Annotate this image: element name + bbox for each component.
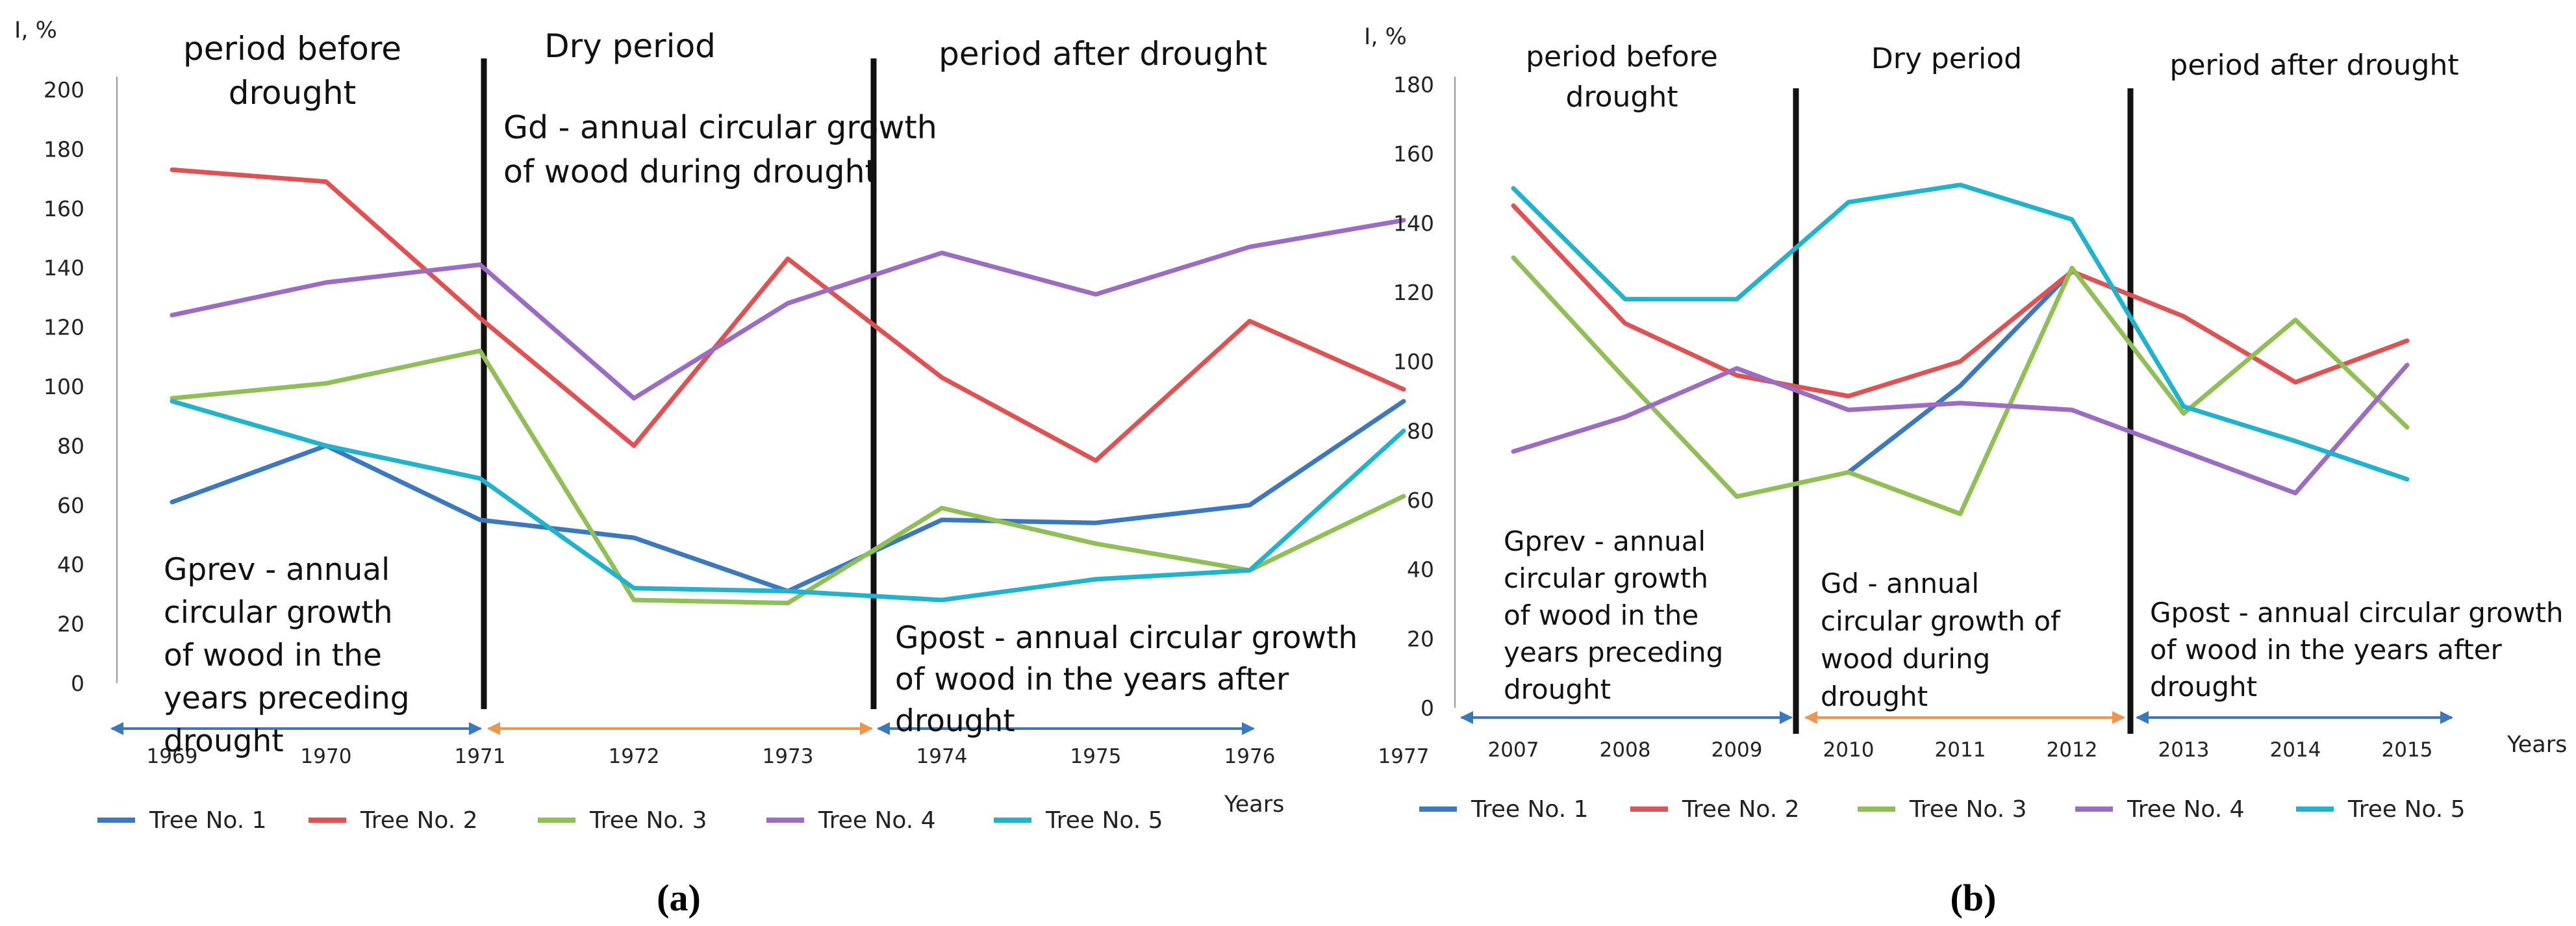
panel-a-x-tick-label: 1974 bbox=[916, 745, 968, 768]
panel-b-legend-label-tree-2: Tree No. 2 bbox=[1682, 796, 1800, 823]
panel-b-x-tick-label: 2010 bbox=[1823, 738, 1875, 762]
panel-a-legend-label-tree-3: Tree No. 3 bbox=[589, 807, 707, 834]
panel-a-period-title-before: period before drought bbox=[183, 30, 401, 112]
panel-a-series-line-tree-5 bbox=[170, 399, 1406, 603]
panel-b-y-tick-label: 160 bbox=[1393, 142, 1434, 167]
panel-a-x-tick-label: 1969 bbox=[147, 745, 198, 768]
panel-a-x-tick-label: 1976 bbox=[1224, 745, 1276, 768]
panel-b-x-tick-label: 2013 bbox=[2158, 738, 2210, 762]
panel-b-y-tick-label: 20 bbox=[1407, 626, 1434, 651]
panel-b-x-axis-label: Years bbox=[2507, 732, 2567, 758]
panel-a-annotation-gprev: Gprev - annual circular growth of wood in … bbox=[164, 552, 410, 759]
panel-a-y-tick-label: 140 bbox=[44, 255, 84, 281]
panel-b-legend-label-tree-4: Tree No. 4 bbox=[2127, 796, 2245, 823]
panel-b-x-tick-label: 2008 bbox=[1600, 738, 1651, 762]
panel-b-y-tick-label: 140 bbox=[1393, 210, 1434, 236]
panel-b-legend-label-tree-3: Tree No. 3 bbox=[1909, 796, 2027, 823]
panel-b-series-line-tree-5 bbox=[1511, 182, 2410, 482]
panel-a-y-tick-label: 120 bbox=[44, 315, 84, 340]
panel-a-caption: (a) bbox=[657, 877, 701, 919]
panel-a-x-tick-label: 1971 bbox=[455, 745, 506, 768]
panel-b-y-tick-label: 180 bbox=[1393, 72, 1434, 97]
panel-b-x-tick-label: 2011 bbox=[1935, 738, 1986, 762]
panel-b-legend-label-tree-5: Tree No. 5 bbox=[2347, 796, 2466, 823]
panel-a-y-tick-label: 0 bbox=[71, 671, 84, 696]
panel-b-series-line-tree-2 bbox=[1511, 203, 2410, 399]
panel-a-legend-label-tree-5: Tree No. 5 bbox=[1045, 807, 1163, 834]
panel-b-y-tick-label: 80 bbox=[1407, 418, 1434, 444]
panel-a-x-tick-label: 1970 bbox=[301, 745, 352, 768]
panel-b-y-axis-label: I, % bbox=[1364, 24, 1407, 50]
panel-b-legend-label-tree-1: Tree No. 1 bbox=[1471, 796, 1589, 823]
panel-a-y-tick-label: 60 bbox=[57, 493, 84, 518]
panel-b-series-line-tree-3 bbox=[1511, 255, 2410, 516]
panel-a-series-line-tree-4 bbox=[170, 218, 1406, 401]
panel-b-x-tick-label: 2009 bbox=[1711, 738, 1763, 762]
panel-b-y-tick-label: 60 bbox=[1407, 488, 1434, 513]
panel-b-y-tick-label: 0 bbox=[1421, 695, 1434, 721]
panel-b-period-title-dry: Dry period bbox=[1871, 42, 2022, 75]
panel-b-chart: 0 20 40 60 80 100 120 140 160 180 I, % period befor… bbox=[1364, 24, 2567, 919]
panel-b-caption: (b) bbox=[1951, 877, 1997, 919]
panel-a-y-tick-label: 160 bbox=[44, 196, 84, 221]
panel-b-series-line-tree-1 bbox=[1846, 269, 2075, 475]
panel-a-y-axis-label: I, % bbox=[14, 18, 57, 44]
panel-b-period-title-after: period after drought bbox=[2169, 49, 2458, 82]
panel-a-x-axis-label: Years bbox=[1224, 792, 1284, 818]
panel-a-annotation-gpost: Gpost - annual circular growth of wood in… bbox=[895, 620, 1357, 739]
panel-b-annotation-gprev: Gprev - annual circular growth of wood in … bbox=[1504, 525, 1723, 705]
panel-a-series-line-tree-3 bbox=[170, 348, 1406, 606]
panel-b-y-tick-label: 40 bbox=[1407, 557, 1434, 582]
panel-b-annotation-gd: Gd - annual circular growth of wood during… bbox=[1821, 568, 2061, 712]
panel-a-y-tick-label: 80 bbox=[57, 433, 84, 458]
panel-a-period-title-after: period after drought bbox=[939, 35, 1267, 73]
panel-a-x-tick-label: 1972 bbox=[609, 745, 660, 768]
panel-a-period-title-dry: Dry period bbox=[544, 27, 716, 65]
panel-b-y-tick-label: 120 bbox=[1393, 280, 1434, 305]
panel-a-y-tick-label: 20 bbox=[57, 612, 84, 637]
panel-a-legend-label-tree-4: Tree No. 4 bbox=[818, 807, 936, 834]
panel-a-y-tick-label: 100 bbox=[44, 374, 84, 399]
panel-a-series-line-tree-2 bbox=[170, 167, 1406, 463]
panel-a-x-tick-label: 1977 bbox=[1378, 745, 1430, 768]
panel-b-series-line-tree-4 bbox=[1511, 362, 2410, 495]
panel-a-chart: 0 20 40 60 80 100 120 140 160 180 200 I, % period be… bbox=[14, 18, 1429, 919]
panel-b-period-title-before: period before drought bbox=[1526, 40, 1718, 114]
panel-a-y-tick-label: 180 bbox=[44, 136, 84, 162]
panel-a-legend-label-tree-1: Tree No. 1 bbox=[149, 807, 267, 834]
panel-b-annotation-gpost: Gpost - annual circular growth of wood in… bbox=[2150, 597, 2563, 703]
panel-a-y-tick-label: 40 bbox=[57, 552, 84, 577]
panel-b-x-tick-label: 2014 bbox=[2270, 738, 2321, 762]
panel-b-x-tick-label: 2007 bbox=[1488, 738, 1539, 762]
panel-a-legend-label-tree-2: Tree No. 2 bbox=[360, 807, 478, 834]
panel-a-x-tick-label: 1973 bbox=[763, 745, 814, 768]
panel-b-y-tick-label: 100 bbox=[1393, 349, 1434, 375]
panel-b-x-tick-label: 2015 bbox=[2382, 738, 2433, 762]
panel-a-x-tick-label: 1975 bbox=[1070, 745, 1122, 768]
panel-b-x-tick-label: 2012 bbox=[2047, 738, 2098, 762]
panel-a-annotation-gd: Gd - annual circular growth of wood durin… bbox=[503, 109, 937, 190]
panel-a-y-tick-label: 200 bbox=[44, 77, 84, 103]
